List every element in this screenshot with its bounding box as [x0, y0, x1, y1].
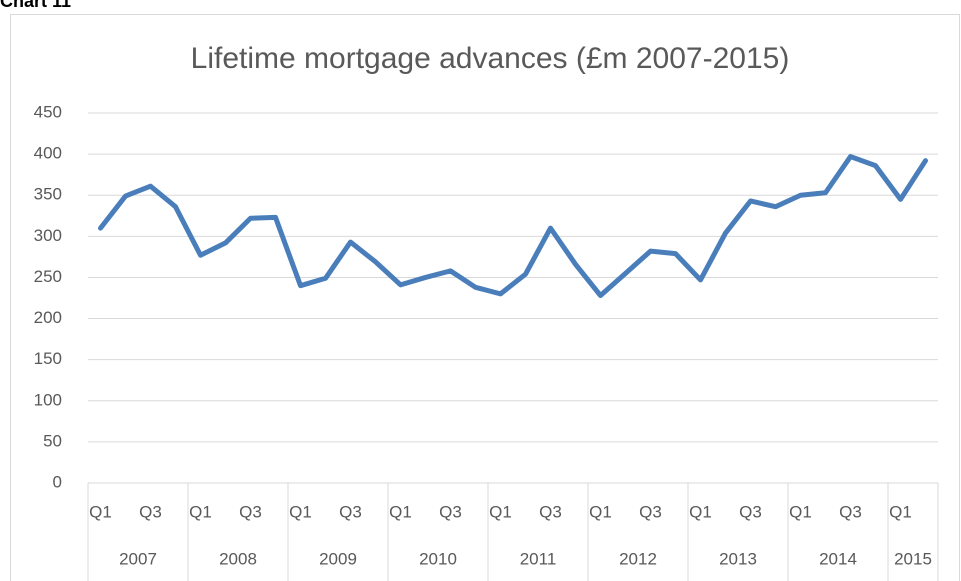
y-tick-label: 200 [34, 308, 62, 327]
x-group-label: 2015 [894, 549, 932, 568]
y-tick-label: 350 [34, 185, 62, 204]
x-group-label: 2009 [319, 549, 357, 568]
y-tick-label: 100 [34, 390, 62, 409]
x-group-label: 2013 [719, 549, 757, 568]
x-tick-label: Q3 [739, 502, 762, 521]
chart-title: Lifetime mortgage advances (£m 2007-2015… [191, 42, 790, 75]
x-group-label: 2008 [219, 549, 257, 568]
y-tick-label: 50 [43, 431, 62, 450]
x-tick-label: Q1 [289, 502, 312, 521]
x-group-label: 2014 [819, 549, 857, 568]
x-tick-label: Q3 [239, 502, 262, 521]
x-group-label: 2011 [520, 549, 557, 568]
x-tick-label: Q1 [489, 502, 512, 521]
x-tick-label: Q3 [839, 502, 862, 521]
chart-frame [10, 14, 960, 581]
x-tick-label: Q1 [889, 502, 912, 521]
x-tick-label: Q3 [539, 502, 562, 521]
data-line [98, 154, 928, 299]
x-tick-label: Q1 [689, 502, 712, 521]
y-tick-label: 0 [53, 472, 62, 491]
y-tick-label: 450 [34, 102, 62, 121]
x-tick-label: Q1 [389, 502, 412, 521]
x-group-label: 2007 [119, 549, 157, 568]
x-tick-label: Q1 [589, 502, 612, 521]
x-tick-label: Q3 [339, 502, 362, 521]
heading: Chart 11 [0, 0, 71, 11]
y-tick-label: 300 [34, 226, 62, 245]
x-tick-label: Q1 [789, 502, 812, 521]
x-tick-label: Q1 [189, 502, 212, 521]
x-tick-label: Q3 [439, 502, 462, 521]
y-tick-label: 400 [34, 144, 62, 163]
x-group-label: 2012 [619, 549, 657, 568]
x-tick-label: Q3 [639, 502, 662, 521]
y-tick-label: 250 [34, 267, 62, 286]
x-group-label: 2010 [419, 549, 457, 568]
x-tick-label: Q1 [89, 502, 112, 521]
y-tick-label: 150 [34, 349, 62, 368]
x-tick-label: Q3 [139, 502, 162, 521]
